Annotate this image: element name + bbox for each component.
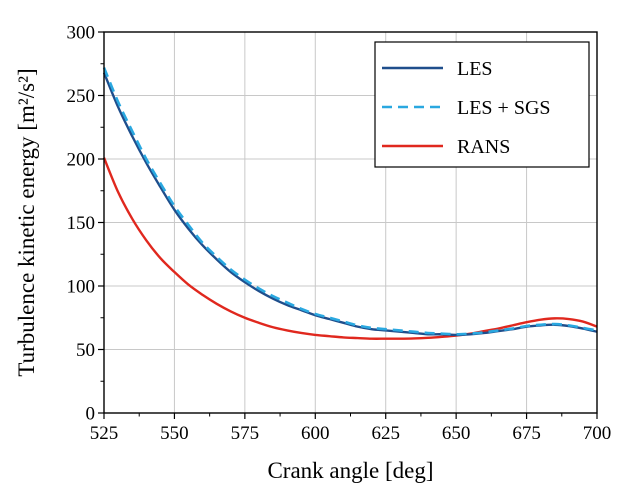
y-tick-label: 50 [76,340,95,361]
legend-label: LES + SGS [457,97,551,119]
x-tick-label: 525 [90,423,119,444]
x-tick-label: 625 [371,423,400,444]
y-tick-label: 300 [67,23,96,44]
y-tick-label: 100 [67,277,96,298]
y-axis-label: Turbulence kinetic energy [m²/s²] [14,68,39,376]
y-tick-label: 200 [67,150,96,171]
x-tick-label: 600 [301,423,330,444]
y-tick-label: 250 [67,86,96,107]
legend-label: LES [457,58,493,80]
tick-labels: 525 550 575 600 625 650 675 700 0 50 100 150 200 250 3… [67,23,612,445]
legend: LES LES + SGS RANS [374,41,590,168]
x-tick-label: 700 [583,423,612,444]
x-tick-label: 675 [512,423,541,444]
axis-ticks [98,31,598,419]
series-line-les-sgs [102,67,598,336]
x-tick-label: 650 [442,423,471,444]
legend-label: RANS [457,136,510,158]
x-tick-label: 575 [231,423,260,444]
x-axis-label: Crank angle [deg] [267,458,433,483]
y-tick-label: 0 [86,404,96,425]
series-line-rans [102,157,598,340]
x-tick-label: 550 [160,423,189,444]
data-curves [102,67,598,340]
y-tick-label: 150 [67,213,96,234]
